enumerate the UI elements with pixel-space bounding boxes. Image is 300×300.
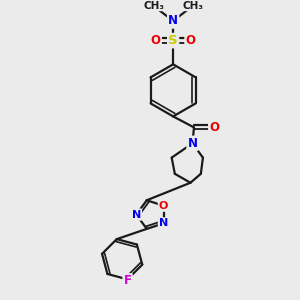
Text: CH₃: CH₃ [182, 1, 203, 10]
Text: O: O [185, 34, 196, 47]
Text: O: O [209, 121, 219, 134]
Text: F: F [124, 274, 131, 287]
Text: S: S [168, 34, 178, 47]
Text: N: N [159, 218, 168, 228]
Text: N: N [132, 210, 141, 220]
Text: O: O [151, 34, 161, 47]
Text: N: N [188, 137, 197, 150]
Text: O: O [159, 201, 168, 211]
Text: CH₃: CH₃ [143, 1, 164, 10]
Text: N: N [168, 14, 178, 28]
